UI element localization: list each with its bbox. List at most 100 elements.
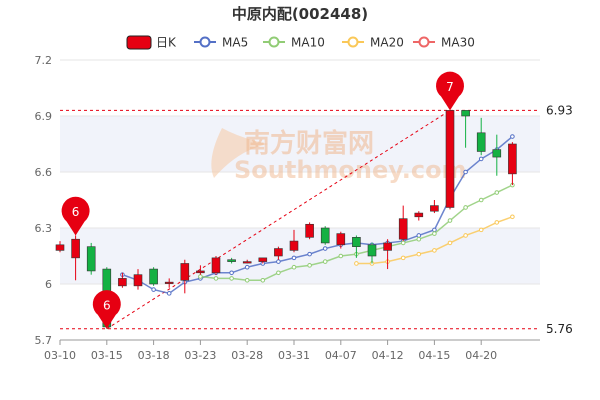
- ma10-point: [400, 240, 406, 246]
- candle-body: [118, 278, 127, 287]
- level-label: 5.76: [546, 322, 573, 336]
- candle: [305, 222, 314, 240]
- x-tick-label: 03-15: [91, 349, 123, 362]
- marker-pin-label: 6: [103, 298, 111, 312]
- ma5-point: [229, 270, 234, 276]
- candle: [289, 229, 299, 253]
- ma5-point: [244, 264, 250, 270]
- candle-body: [164, 281, 174, 284]
- y-tick-label: 6.3: [35, 222, 53, 235]
- candle-body: [430, 205, 439, 212]
- candle: [211, 256, 221, 275]
- candle: [492, 134, 502, 176]
- candle: [227, 257, 236, 264]
- candle-body: [445, 110, 455, 208]
- ma10-point: [447, 218, 453, 223]
- ma5-point: [307, 251, 312, 257]
- ma10-point: [244, 277, 250, 283]
- chart-legend: 日K MA5 MA10 MA20 MA30: [126, 35, 475, 50]
- ma10-point: [198, 274, 203, 279]
- candle-body: [367, 244, 377, 257]
- ma10-point: [307, 263, 312, 268]
- x-axis: 03-10 03-15 03-18 03-23 03-28 03-31 04-07 04-12…: [44, 339, 540, 362]
- candle-body: [274, 248, 283, 257]
- marker-pin-shape: [436, 71, 465, 111]
- candle: [164, 278, 174, 288]
- candle-body: [149, 268, 158, 285]
- candle-body: [242, 261, 252, 264]
- candle-body: [461, 110, 470, 117]
- level-lines: 6.93 5.76: [60, 103, 573, 336]
- x-tick-label: 03-28: [231, 349, 263, 362]
- x-tick-label: 04-12: [372, 349, 404, 362]
- x-tick-label: 03-18: [138, 349, 170, 362]
- ma5-point: [510, 134, 515, 139]
- candle: [508, 142, 517, 186]
- candle: [71, 235, 80, 281]
- y-tick-label: 6.9: [35, 110, 53, 123]
- legend-swatch-dot: [268, 36, 280, 48]
- candle: [86, 242, 96, 275]
- legend-swatch-dot: [418, 36, 430, 48]
- candle-body: [211, 257, 221, 274]
- watermark-main: 南方财富网: [244, 128, 374, 159]
- candle-body: [227, 259, 236, 262]
- candle: [149, 267, 158, 286]
- ma10-point: [229, 276, 234, 281]
- legend-swatch-dot: [347, 36, 359, 48]
- ma10-point: [291, 264, 297, 270]
- ma10-point: [213, 276, 219, 281]
- candle-body: [71, 238, 80, 259]
- x-tick-label: 03-10: [44, 349, 76, 362]
- candles: [55, 110, 517, 329]
- candle: [367, 242, 377, 264]
- ma5-point: [291, 255, 297, 261]
- ma10-point: [494, 190, 500, 195]
- candle-body: [352, 237, 361, 247]
- candle: [430, 200, 439, 214]
- x-tick-label: 03-23: [184, 349, 216, 362]
- x-tick-label: 03-31: [278, 349, 310, 362]
- candle: [320, 226, 330, 245]
- candle: [258, 257, 268, 264]
- candle-body: [508, 143, 517, 175]
- grid-lines: [60, 59, 540, 341]
- y-tick-label: 7.2: [35, 54, 53, 67]
- legend-swatch-dot: [199, 36, 211, 48]
- ma10-point: [432, 231, 437, 236]
- ma10-point: [463, 205, 468, 210]
- legend-label-ma5: MA5: [222, 36, 248, 50]
- legend-kline-swatch: [126, 35, 152, 50]
- plot-band: [60, 116, 540, 172]
- candle: [398, 205, 408, 242]
- candle-body: [258, 257, 268, 262]
- ma10-point: [338, 253, 344, 259]
- candle-body: [86, 246, 96, 272]
- x-tick-label: 04-20: [465, 349, 497, 362]
- ma20-point: [416, 251, 422, 257]
- watermark-sub: Southmoney.com: [234, 156, 467, 184]
- candle: [196, 265, 205, 275]
- candle-body: [476, 132, 486, 152]
- candle: [118, 272, 127, 288]
- marker-pin: 7: [436, 71, 465, 111]
- candle-body: [414, 212, 424, 218]
- ma10-point: [478, 197, 484, 203]
- candle: [476, 117, 486, 156]
- ma5-point: [322, 246, 328, 251]
- ma10-point: [416, 236, 422, 242]
- ma20-point: [494, 220, 500, 225]
- candle: [445, 110, 455, 210]
- ma20-point: [400, 255, 406, 261]
- ma20-point: [478, 227, 484, 233]
- candle-body: [320, 227, 330, 244]
- candle-body: [289, 240, 299, 251]
- candle: [336, 231, 346, 249]
- marker-pin-shape: [92, 290, 121, 329]
- ma5-point: [276, 259, 281, 264]
- ma5-point: [432, 227, 437, 233]
- marker-pin: 6: [61, 196, 90, 236]
- ma20-point: [463, 233, 468, 238]
